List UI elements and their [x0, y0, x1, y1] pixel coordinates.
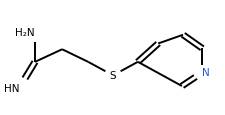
Text: HN: HN [4, 83, 19, 93]
Text: S: S [109, 71, 116, 81]
Text: N: N [201, 68, 209, 78]
Text: H₂N: H₂N [15, 28, 35, 37]
